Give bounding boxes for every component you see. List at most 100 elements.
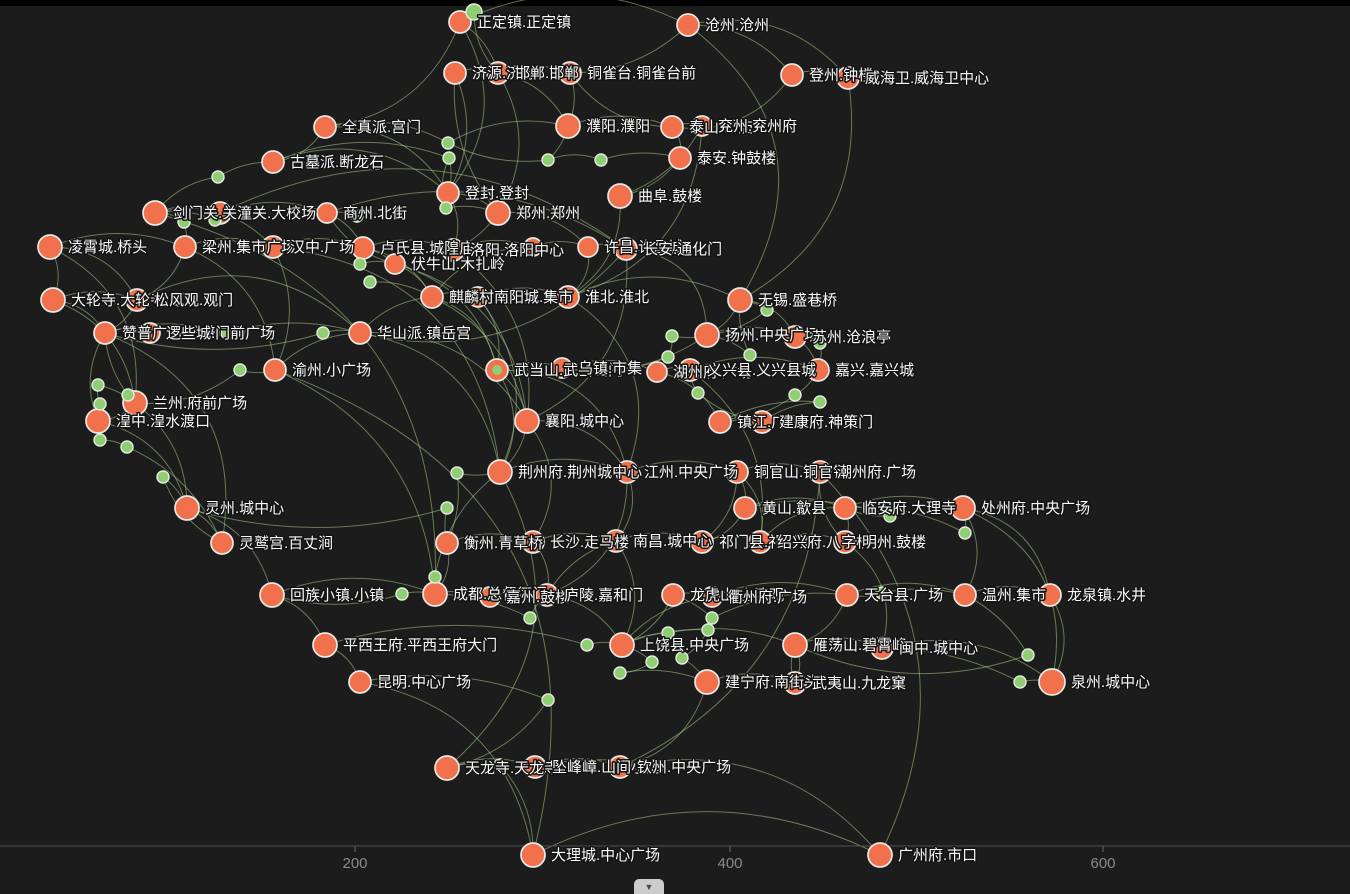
graph-node-main[interactable] [348, 321, 372, 345]
graph-node-main[interactable] [604, 529, 628, 553]
graph-node-main[interactable] [435, 531, 459, 555]
graph-node-main[interactable] [263, 358, 287, 382]
graph-node-main[interactable] [690, 530, 714, 554]
graph-node-main[interactable] [783, 325, 807, 349]
graph-node-sub[interactable] [363, 275, 377, 289]
graph-node-main[interactable] [708, 410, 732, 434]
graph-node-sub[interactable] [220, 326, 234, 340]
graph-node-main[interactable] [867, 842, 893, 868]
graph-node-main[interactable] [514, 408, 540, 434]
graph-node-main[interactable] [870, 636, 894, 660]
graph-node-main[interactable] [608, 755, 632, 779]
graph-node-sub[interactable] [439, 201, 453, 215]
graph-node-sub[interactable] [428, 570, 442, 584]
graph-node-sub[interactable] [233, 363, 247, 377]
graph-node-main[interactable] [259, 582, 285, 608]
graph-node-sub[interactable] [91, 378, 105, 392]
graph-node-sub[interactable] [353, 257, 367, 271]
graph-node-main[interactable] [139, 322, 161, 344]
graph-node-main[interactable] [174, 495, 200, 521]
graph-node-main[interactable] [953, 583, 977, 607]
graph-node-main[interactable] [614, 237, 638, 261]
graph-node-main[interactable] [808, 460, 832, 484]
graph-node-main[interactable] [782, 632, 808, 658]
graph-node-main[interactable] [691, 115, 713, 137]
graph-node-sub[interactable] [1013, 675, 1027, 689]
collapse-toolbar-button[interactable]: ▼ [634, 879, 664, 894]
graph-node-main[interactable] [535, 583, 559, 607]
graph-node-sub[interactable] [760, 303, 774, 317]
graph-node-sub[interactable] [650, 760, 664, 774]
graph-node-main[interactable] [646, 361, 668, 383]
graph-node-main[interactable] [348, 670, 372, 694]
graph-node-sub[interactable] [701, 623, 715, 637]
graph-node-sub[interactable] [493, 758, 507, 772]
graph-node-sub[interactable] [675, 651, 689, 665]
graph-node-main[interactable] [443, 61, 467, 85]
graph-node-sub[interactable] [395, 587, 409, 601]
graph-node-main[interactable] [142, 200, 168, 226]
graph-node-main[interactable] [725, 460, 749, 484]
graph-node-main[interactable] [1038, 583, 1062, 607]
graph-node-main[interactable] [422, 581, 448, 607]
graph-node-sub[interactable] [350, 209, 364, 223]
graph-node-main[interactable] [523, 237, 543, 257]
graph-node-main[interactable] [485, 200, 511, 226]
graph-node-sub[interactable] [316, 326, 330, 340]
graph-node-main[interactable] [556, 285, 580, 309]
graph-node-main[interactable] [210, 531, 234, 555]
graph-node-main[interactable] [420, 285, 444, 309]
graph-node-sub[interactable] [156, 470, 170, 484]
graph-node-main[interactable] [660, 115, 684, 139]
graph-node-main[interactable] [950, 495, 976, 521]
graph-node-sub[interactable] [813, 336, 827, 350]
graph-node-main[interactable] [125, 288, 149, 312]
graph-node-main[interactable] [436, 181, 460, 205]
graph-node-main[interactable] [479, 586, 501, 608]
graph-node-sub[interactable] [441, 136, 455, 150]
graph-node-sub[interactable] [208, 213, 222, 227]
graph-node-main[interactable] [577, 236, 599, 258]
graph-node-sub[interactable] [120, 440, 134, 454]
graph-node-sub[interactable] [645, 655, 659, 669]
graph-node-main[interactable] [748, 530, 772, 554]
graph-node-main[interactable] [833, 496, 857, 520]
graph-node-sub[interactable] [580, 638, 594, 652]
graph-node-main[interactable] [558, 61, 582, 85]
graph-node-main[interactable] [316, 202, 338, 224]
graph-node-sub[interactable] [661, 350, 675, 364]
graph-node-main[interactable] [520, 842, 546, 868]
graph-node-sub[interactable] [465, 3, 483, 21]
graph-node-sub[interactable] [440, 501, 454, 515]
graph-node-main[interactable] [261, 150, 285, 174]
graph-node-sub[interactable] [594, 153, 608, 167]
graph-node-sub[interactable] [958, 526, 972, 540]
graph-node-main[interactable] [783, 671, 807, 695]
graph-node-sub[interactable] [613, 666, 627, 680]
graph-node-main[interactable] [37, 234, 63, 260]
graph-node-main[interactable] [609, 632, 635, 658]
graph-node-sub[interactable] [813, 395, 827, 409]
graph-node-main[interactable] [1038, 668, 1066, 696]
graph-node-main[interactable] [441, 238, 465, 262]
graph-node-main[interactable] [261, 235, 285, 259]
graph-node-sub[interactable] [211, 170, 225, 184]
graph-node-main[interactable] [701, 586, 723, 608]
graph-node-main[interactable] [733, 496, 757, 520]
graph-node-sub[interactable] [661, 626, 675, 640]
graph-node-main[interactable] [313, 115, 337, 139]
graph-node-main[interactable] [467, 286, 489, 308]
graph-node-sub[interactable] [541, 693, 555, 707]
graph-node-main[interactable] [615, 460, 639, 484]
graph-node-main[interactable] [780, 63, 804, 87]
graph-node-sub[interactable] [788, 388, 802, 402]
graph-node-main[interactable] [607, 183, 633, 209]
graph-node-main[interactable] [173, 235, 197, 259]
graph-node-main[interactable] [835, 583, 859, 607]
graph-node-sub[interactable] [705, 611, 719, 625]
graph-node-main[interactable] [661, 583, 685, 607]
graph-node-main[interactable] [93, 321, 117, 345]
graph-node-main[interactable] [806, 358, 830, 382]
